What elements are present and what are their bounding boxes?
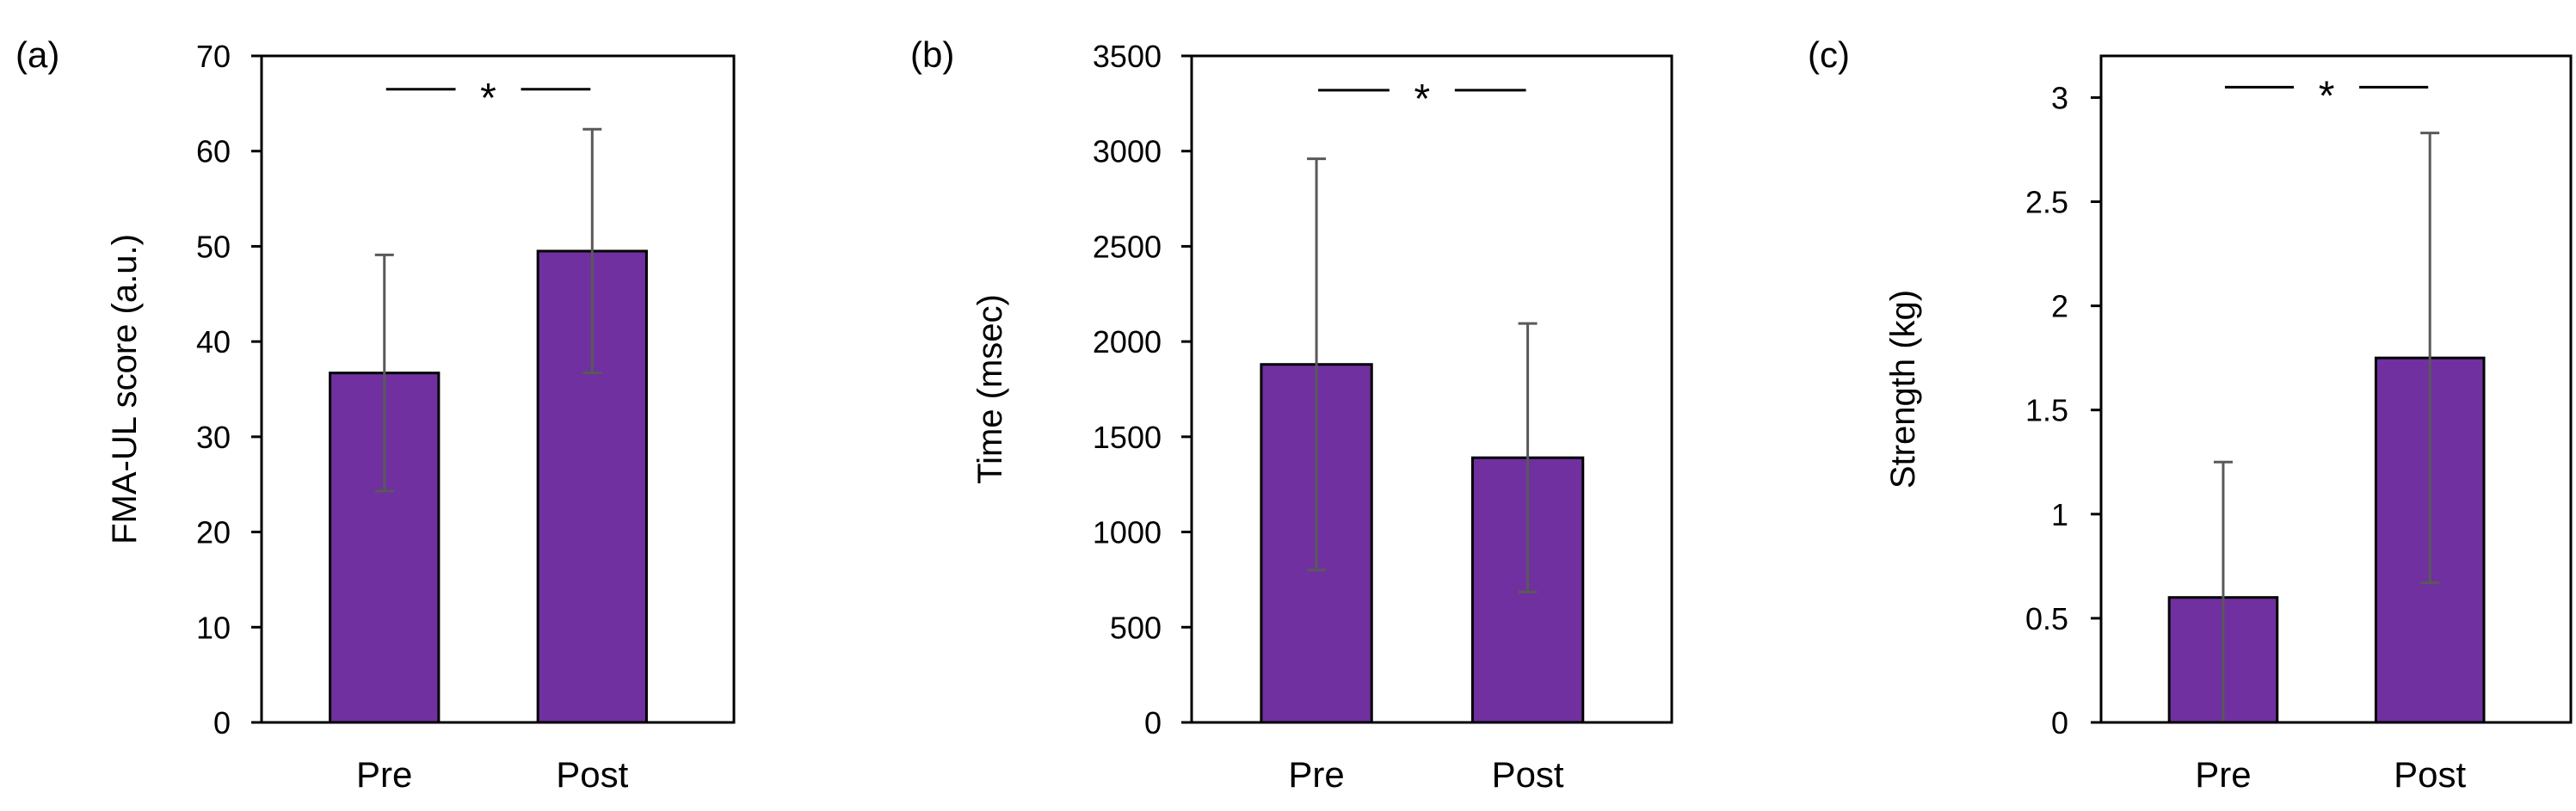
- y-tick-label: 10: [196, 610, 231, 645]
- y-tick-label: 60: [196, 134, 231, 169]
- y-tick-label: 40: [196, 324, 231, 359]
- y-tick-label: 2: [2051, 289, 2068, 324]
- chart-panel-b: 0 500 1000 1500 2000 2500 3000 3500 Pre Post Time …: [910, 34, 1673, 795]
- y-tick-label: 0: [1144, 705, 1162, 740]
- y-tick-label: 2.5: [2025, 185, 2068, 220]
- chart-panel-a: 0 10 20 30 40 50 60 70 Pre Post FMA-UL score (a.u.…: [15, 34, 736, 795]
- y-tick-label: 1.5: [2025, 393, 2068, 428]
- y-tick-label: 0: [213, 705, 231, 740]
- y-tick-label: 2500: [1093, 229, 1162, 264]
- y-axis-title: FMA-UL score (a.u.): [106, 234, 144, 544]
- x-tick-label-pre: Pre: [356, 754, 412, 795]
- panel-label: (a): [15, 34, 59, 75]
- significance-star: *: [1414, 77, 1430, 122]
- x-tick-label-post: Post: [1492, 754, 1564, 795]
- y-tick-label: 1: [2051, 497, 2068, 532]
- x-tick-label-pre: Pre: [1288, 754, 1344, 795]
- y-tick-label: 20: [196, 515, 231, 550]
- y-tick-label: 0: [2051, 705, 2068, 740]
- y-tick-label: 3500: [1093, 39, 1162, 74]
- x-tick-label-post: Post: [556, 754, 628, 795]
- x-tick-label-post: Post: [2394, 754, 2466, 795]
- y-axis-title: Time (msec): [971, 294, 1009, 484]
- significance-star: *: [2319, 73, 2335, 119]
- y-axis-title: Strength (kg): [1884, 290, 1922, 488]
- chart-panel-c: 0 0.5 1 1.5 2 2.5 3 Pre Post Strength (kg) (c) *: [1808, 34, 2573, 795]
- y-tick-label: 30: [196, 420, 231, 455]
- y-tick-label: 3: [2051, 80, 2068, 115]
- panel-label: (c): [1808, 34, 1850, 75]
- plot-frame: [1190, 54, 1673, 724]
- plot-frame: [2099, 54, 2573, 724]
- y-tick-label: 3000: [1093, 134, 1162, 169]
- panel-label: (b): [910, 34, 954, 75]
- y-tick-label: 1500: [1093, 420, 1162, 455]
- y-tick-label: 500: [1110, 610, 1162, 645]
- x-tick-label-pre: Pre: [2195, 754, 2251, 795]
- y-tick-label: 70: [196, 39, 231, 74]
- y-tick-label: 50: [196, 229, 231, 264]
- y-tick-label: 2000: [1093, 324, 1162, 359]
- y-tick-label: 1000: [1093, 515, 1162, 550]
- plot-frame: [260, 54, 736, 724]
- y-tick-label: 0.5: [2025, 601, 2068, 636]
- significance-star: *: [480, 76, 496, 121]
